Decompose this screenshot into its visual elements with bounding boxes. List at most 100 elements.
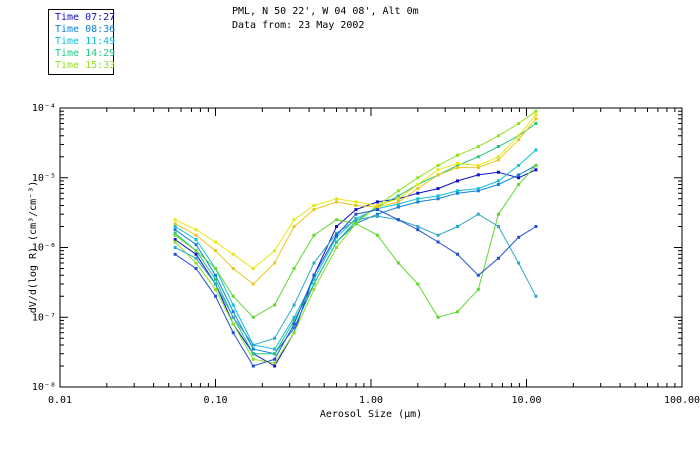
data-point xyxy=(517,134,521,138)
data-point xyxy=(436,173,440,177)
data-point xyxy=(534,113,538,117)
y-tick-label: 10⁻⁴ xyxy=(32,103,56,114)
x-tick-label: 1.00 xyxy=(359,395,383,406)
data-point xyxy=(534,121,538,125)
data-point xyxy=(476,163,480,167)
data-point xyxy=(496,225,500,229)
data-point xyxy=(194,266,198,270)
data-point xyxy=(396,218,400,222)
data-point xyxy=(534,294,538,298)
data-point xyxy=(292,318,296,322)
data-point xyxy=(416,187,420,191)
data-point xyxy=(534,168,538,172)
data-point xyxy=(312,233,316,237)
data-point xyxy=(456,153,460,157)
data-point xyxy=(436,197,440,201)
data-point xyxy=(375,205,379,209)
data-point xyxy=(517,121,521,125)
legend-item: Time 11:49 xyxy=(55,36,116,47)
y-tick-label: 10⁻⁷ xyxy=(32,312,56,323)
data-point xyxy=(251,347,255,351)
data-point xyxy=(456,225,460,229)
data-point xyxy=(436,315,440,319)
series-line xyxy=(174,165,537,318)
data-point xyxy=(273,336,277,340)
data-point xyxy=(214,282,217,286)
data-point xyxy=(517,173,521,177)
data-point xyxy=(273,249,277,253)
data-point xyxy=(517,138,521,142)
data-point xyxy=(476,189,480,193)
data-point xyxy=(375,214,379,218)
data-point xyxy=(375,200,379,204)
data-point xyxy=(416,200,420,204)
series-line xyxy=(174,114,537,270)
data-point xyxy=(173,222,177,226)
data-point xyxy=(335,225,339,229)
data-point xyxy=(312,287,316,291)
data-point xyxy=(214,273,217,277)
data-point xyxy=(396,197,400,201)
data-point xyxy=(273,357,277,361)
data-point xyxy=(534,109,538,113)
series-layer xyxy=(173,109,538,368)
data-point xyxy=(173,225,177,229)
data-point xyxy=(416,225,420,229)
data-point xyxy=(496,155,500,159)
data-point xyxy=(251,343,255,347)
data-point xyxy=(251,266,255,270)
data-point xyxy=(251,282,255,286)
data-point xyxy=(194,243,198,247)
y-tick-label: 10⁻⁵ xyxy=(32,173,56,184)
data-point xyxy=(534,163,538,167)
legend-box: Time 07:27 Time 08:36 Time 11:49 Time 14… xyxy=(48,9,116,75)
data-point xyxy=(194,238,198,242)
y-axis-label: dV/d(log R) (cm³/cm⁻³) xyxy=(28,181,39,313)
data-point xyxy=(375,212,379,216)
data-point xyxy=(194,256,198,260)
series-line xyxy=(174,169,537,367)
data-point xyxy=(436,240,440,244)
data-point xyxy=(416,228,420,232)
data-point xyxy=(273,364,277,368)
data-point xyxy=(456,179,460,183)
data-point xyxy=(436,168,440,172)
data-point xyxy=(396,200,400,204)
data-point xyxy=(496,183,500,187)
legend-item: Time 08:36 xyxy=(55,24,116,35)
data-point xyxy=(335,218,339,222)
data-point xyxy=(354,212,358,216)
data-point xyxy=(273,303,277,307)
data-point xyxy=(335,233,339,237)
data-point xyxy=(476,166,480,170)
data-point xyxy=(292,266,296,270)
data-point xyxy=(354,222,358,226)
data-point xyxy=(194,228,198,232)
data-point xyxy=(312,273,316,277)
data-point xyxy=(476,287,480,291)
data-point xyxy=(292,315,296,319)
data-point xyxy=(416,282,420,286)
data-point xyxy=(354,204,358,208)
data-point xyxy=(312,282,316,286)
data-point xyxy=(173,228,177,232)
x-tick-label: 0.01 xyxy=(48,395,72,406)
data-point xyxy=(436,163,440,167)
data-point xyxy=(476,155,480,159)
data-point xyxy=(273,361,277,365)
data-point xyxy=(335,200,339,204)
data-point xyxy=(534,225,538,229)
data-point xyxy=(273,261,277,265)
data-point xyxy=(476,145,480,149)
plot-frame xyxy=(59,107,683,388)
x-tick-label: 0.10 xyxy=(203,395,227,406)
data-point xyxy=(396,261,400,265)
data-point xyxy=(496,179,500,183)
data-point xyxy=(517,235,521,239)
data-point xyxy=(173,240,177,244)
data-point xyxy=(517,163,521,167)
data-point xyxy=(476,212,480,216)
data-point xyxy=(456,310,460,314)
data-point xyxy=(476,173,480,177)
